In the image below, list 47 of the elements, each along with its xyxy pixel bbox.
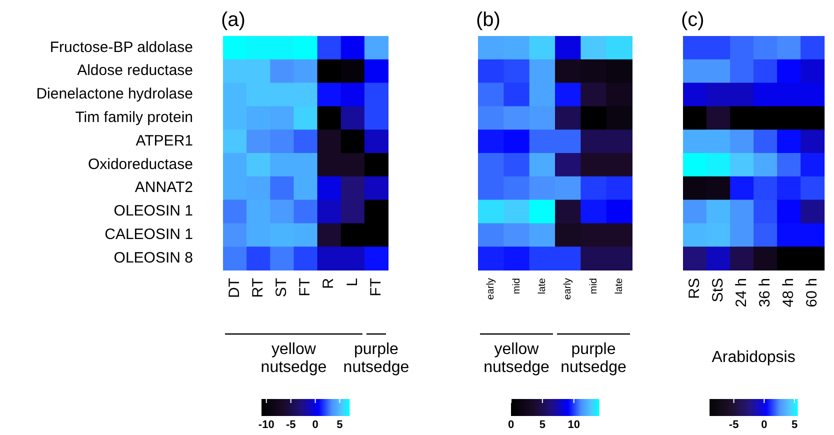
x-tick-label: mid (588, 278, 600, 294)
text: purple nutsedge (560, 341, 627, 376)
chart-title: (b) (476, 9, 500, 31)
color-bar-label: 5 (539, 419, 546, 431)
y-tick-label: CALEOSIN 1 (104, 226, 193, 244)
color-bar-label: -10 (258, 419, 274, 431)
x-tick-label: RS (686, 278, 703, 299)
y-tick-label: Dienelactone hydrolase (36, 86, 193, 103)
color-bar-label: 5 (336, 419, 343, 431)
chart-title: (c) (681, 9, 704, 31)
x-tick-label: late (536, 278, 548, 294)
x-tick-label: R (320, 278, 338, 289)
x-tick-label: mid (511, 278, 522, 294)
x-tick-label: FT (367, 278, 384, 296)
color-bar-label: 0 (508, 419, 514, 431)
x-tick-label: DT (226, 278, 243, 298)
text: yellow nutsedge (260, 341, 327, 376)
x-tick-label: early (562, 278, 574, 300)
y-tick-label: ANNAT2 (134, 179, 193, 196)
y-tick-label: OLEOSIN 1 (114, 202, 193, 220)
x-tick-label: L (344, 278, 361, 286)
x-axis-title: Arabidopsis (712, 349, 796, 366)
chart-title: (a) (221, 9, 246, 31)
color-bar-label: 0 (761, 419, 768, 431)
y-tick-label: Fructose-BP aldolase (50, 38, 193, 56)
x-tick-label: StS (709, 278, 726, 302)
y-tick-label: ATPER1 (136, 132, 193, 150)
color-bar-label: 0 (312, 419, 318, 431)
x-tick-label: 48 h (780, 278, 797, 308)
text: yellow nutsedge (484, 341, 550, 376)
color-bar-label: 5 (791, 419, 798, 431)
x-tick-label: ST (273, 278, 290, 298)
x-tick-label: 60 h (803, 278, 820, 308)
color-bar-label: -5 (286, 419, 296, 431)
x-tick-label: late (614, 278, 625, 294)
x-tick-label: early (486, 278, 497, 300)
color-bar-label: 10 (568, 419, 580, 431)
text: purple nutsedge (343, 341, 410, 376)
x-tick-label: 24 h (732, 278, 750, 308)
color-bar-label: -5 (728, 419, 739, 431)
x-tick-label: FT (296, 278, 314, 296)
y-tick-label: OLEOSIN 8 (114, 249, 193, 266)
y-tick-label: Aldose reductase (77, 62, 193, 80)
y-tick-label: Oxidoreductase (88, 156, 193, 173)
y-tick-label: Tim family protein (75, 109, 193, 126)
x-tick-label: 36 h (756, 278, 774, 308)
x-tick-label: RT (250, 278, 266, 298)
